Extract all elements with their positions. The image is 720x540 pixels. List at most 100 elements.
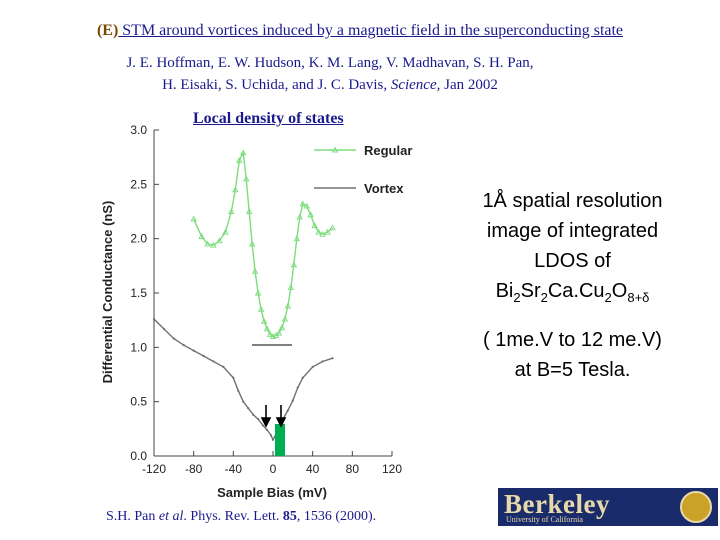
y-tick-label: 0.0 [130, 449, 147, 463]
logo-subtitle: University of California [506, 515, 583, 524]
chart-series [152, 149, 336, 442]
data-point-regular [324, 228, 331, 235]
data-point-regular [204, 240, 211, 247]
data-point-vortex [212, 360, 215, 363]
data-point-vortex [296, 386, 299, 389]
journal-date: Jan 2002 [440, 77, 498, 93]
data-point-regular [248, 240, 256, 247]
y-tick-label: 2.0 [130, 232, 147, 246]
journal-name: Science, [390, 77, 441, 93]
data-point-vortex [257, 417, 260, 421]
data-point-regular [311, 222, 318, 229]
cite-pages: , 1536 (2000). [296, 509, 377, 524]
data-point-regular [284, 302, 292, 309]
data-point-vortex [247, 407, 250, 410]
cite-etal: et al [158, 509, 184, 524]
data-point-regular [216, 237, 223, 244]
slide-title: (E) STM around vortices induced by a mag… [0, 22, 720, 40]
x-tick-label: 40 [306, 462, 320, 476]
legend-marker-regular [331, 146, 339, 153]
data-point-vortex [242, 400, 245, 403]
data-point-regular [275, 329, 283, 336]
data-point-vortex [182, 344, 185, 347]
data-point-vortex [192, 349, 195, 352]
data-point-regular [287, 284, 295, 291]
x-tick-label: -40 [225, 462, 243, 476]
data-point-vortex [277, 426, 281, 429]
y-tick-label: 1.5 [130, 286, 147, 300]
data-point-vortex [271, 438, 275, 441]
data-point-vortex [269, 434, 273, 437]
desc-line-1: 1Å spatial resolution [482, 190, 663, 212]
authors-line-1: J. E. Hoffman, E. W. Hudson, K. M. Lang,… [126, 55, 534, 71]
data-point-vortex [261, 424, 265, 427]
data-point-regular [293, 235, 301, 242]
data-point-regular [232, 186, 239, 193]
data-point-vortex [331, 357, 334, 360]
data-point-regular [278, 324, 286, 331]
title-text: STM around vortices induced by a magneti… [118, 22, 624, 39]
y-tick-label: 0.5 [130, 395, 147, 409]
x-tick-label: -80 [185, 462, 203, 476]
formula-o: O [611, 280, 628, 302]
data-point-regular [272, 331, 280, 338]
series-line-vortex [153, 318, 333, 442]
data-point-regular [245, 208, 253, 214]
desc-line-2: image of integrated [486, 220, 659, 242]
data-point-regular [242, 175, 250, 182]
data-point-regular [257, 305, 265, 312]
data-point-vortex [291, 399, 294, 402]
data-point-vortex [172, 337, 175, 340]
data-point-vortex [265, 428, 269, 432]
desc-line-3: LDOS of [534, 250, 611, 272]
formula-sr: Sr [520, 280, 541, 302]
x-tick-label: 80 [346, 462, 360, 476]
data-point-regular [296, 213, 304, 220]
data-point-vortex [321, 360, 324, 363]
desc-line-6: at B=5 Tesla. [514, 359, 631, 381]
chemical-formula: Bi2Sr2Ca.Cu2O8+δ [450, 276, 695, 313]
authors-line-2: H. Eisaki, S. Uchida, and J. C. Davis, S… [0, 74, 660, 96]
legend-label-vortex: Vortex [364, 181, 404, 196]
data-point-regular [303, 202, 310, 209]
arrow-markers [260, 405, 287, 428]
data-point-regular [222, 228, 229, 235]
formula-sr-sub: 2 [540, 290, 548, 305]
cite-journal: . Phys. Rev. Lett. [183, 509, 283, 524]
data-point-vortex [152, 317, 156, 321]
cite-author: S.H. Pan [106, 509, 159, 524]
description-text: 1Å spatial resolution image of integrate… [450, 186, 695, 385]
formula-bi: Bi [495, 280, 514, 302]
data-point-vortex [301, 376, 304, 379]
y-tick-label: 1.0 [130, 340, 147, 354]
series-line-regular [193, 150, 333, 338]
cite-volume: 85 [282, 509, 297, 524]
formula-o-sub: 8+δ [627, 290, 650, 305]
data-point-vortex [252, 413, 255, 416]
data-point-regular [254, 289, 262, 296]
data-point-regular [236, 157, 243, 163]
data-point-regular [269, 333, 277, 339]
data-point-regular [210, 241, 217, 248]
data-point-regular [228, 208, 235, 214]
mapped-energy-bar [275, 424, 285, 456]
data-point-vortex [281, 417, 285, 421]
data-point-vortex [162, 327, 166, 330]
data-point-regular [307, 211, 314, 218]
data-point-regular [260, 317, 268, 324]
data-point-regular [266, 330, 274, 337]
citation: S.H. Pan et al. Phys. Rev. Lett. 85, 153… [106, 509, 376, 525]
data-point-vortex [311, 365, 314, 368]
chart-legend: Regular Vortex [314, 143, 412, 196]
chart-ylabel: Differential Conductance (nS) [100, 201, 115, 384]
arrow-left-head [260, 417, 272, 428]
ldos-label: Local density of states [193, 110, 344, 127]
logo-wordmark: Berkeley [504, 489, 610, 519]
y-tick-label: 2.5 [130, 177, 147, 191]
data-point-vortex [237, 389, 240, 392]
authors-names: H. Eisaki, S. Uchida, and J. C. Davis, [162, 77, 391, 93]
data-point-vortex [202, 354, 205, 358]
data-point-vortex [286, 409, 289, 412]
authors-block: J. E. Hoffman, E. W. Hudson, K. M. Lang,… [0, 52, 660, 96]
x-tick-label: 0 [270, 462, 277, 476]
